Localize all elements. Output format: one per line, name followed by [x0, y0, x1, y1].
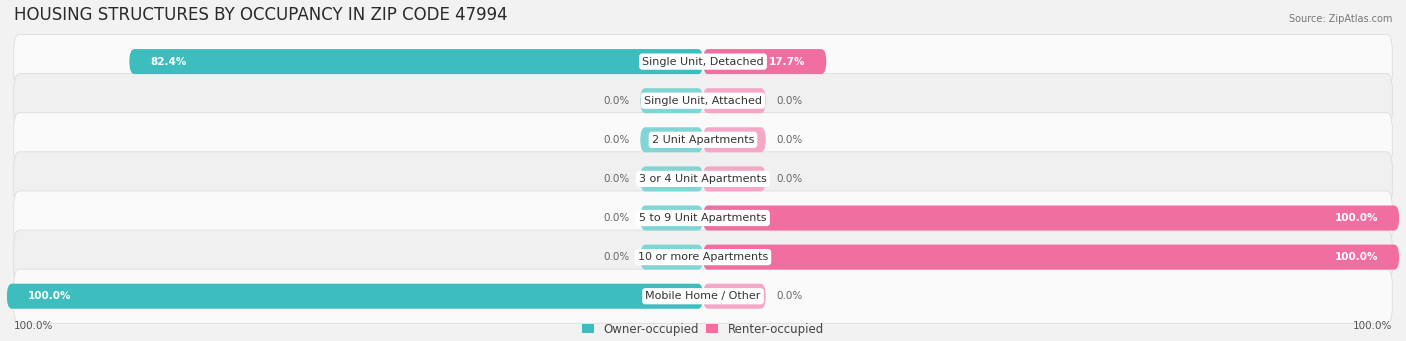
- FancyBboxPatch shape: [640, 88, 703, 113]
- FancyBboxPatch shape: [640, 166, 703, 191]
- Text: 0.0%: 0.0%: [603, 213, 630, 223]
- FancyBboxPatch shape: [14, 230, 1392, 284]
- Text: 100.0%: 100.0%: [1353, 321, 1392, 330]
- Text: 0.0%: 0.0%: [603, 96, 630, 106]
- FancyBboxPatch shape: [703, 88, 766, 113]
- Text: 0.0%: 0.0%: [603, 174, 630, 184]
- Text: 0.0%: 0.0%: [603, 252, 630, 262]
- FancyBboxPatch shape: [14, 191, 1392, 245]
- FancyBboxPatch shape: [703, 127, 766, 152]
- Text: 100.0%: 100.0%: [1334, 252, 1378, 262]
- FancyBboxPatch shape: [703, 49, 827, 74]
- Text: 0.0%: 0.0%: [776, 291, 803, 301]
- Text: 100.0%: 100.0%: [1334, 213, 1378, 223]
- FancyBboxPatch shape: [14, 113, 1392, 167]
- FancyBboxPatch shape: [14, 152, 1392, 206]
- FancyBboxPatch shape: [129, 49, 703, 74]
- Text: Single Unit, Detached: Single Unit, Detached: [643, 57, 763, 66]
- Text: 17.7%: 17.7%: [769, 57, 806, 66]
- FancyBboxPatch shape: [703, 166, 766, 191]
- Text: Source: ZipAtlas.com: Source: ZipAtlas.com: [1289, 14, 1392, 25]
- FancyBboxPatch shape: [640, 206, 703, 231]
- Text: 2 Unit Apartments: 2 Unit Apartments: [652, 135, 754, 145]
- Text: Mobile Home / Other: Mobile Home / Other: [645, 291, 761, 301]
- FancyBboxPatch shape: [7, 284, 703, 309]
- Text: 82.4%: 82.4%: [150, 57, 187, 66]
- Text: 0.0%: 0.0%: [603, 135, 630, 145]
- Legend: Owner-occupied, Renter-occupied: Owner-occupied, Renter-occupied: [582, 323, 824, 336]
- Text: 3 or 4 Unit Apartments: 3 or 4 Unit Apartments: [640, 174, 766, 184]
- Text: 0.0%: 0.0%: [776, 96, 803, 106]
- Text: Single Unit, Attached: Single Unit, Attached: [644, 96, 762, 106]
- FancyBboxPatch shape: [14, 74, 1392, 128]
- Text: HOUSING STRUCTURES BY OCCUPANCY IN ZIP CODE 47994: HOUSING STRUCTURES BY OCCUPANCY IN ZIP C…: [14, 6, 508, 25]
- Text: 100.0%: 100.0%: [14, 321, 53, 330]
- Text: 100.0%: 100.0%: [28, 291, 72, 301]
- Text: 0.0%: 0.0%: [776, 174, 803, 184]
- FancyBboxPatch shape: [703, 244, 1399, 270]
- FancyBboxPatch shape: [14, 269, 1392, 323]
- FancyBboxPatch shape: [640, 244, 703, 270]
- FancyBboxPatch shape: [703, 206, 1399, 231]
- FancyBboxPatch shape: [703, 284, 766, 309]
- Text: 5 to 9 Unit Apartments: 5 to 9 Unit Apartments: [640, 213, 766, 223]
- FancyBboxPatch shape: [640, 127, 703, 152]
- Text: 10 or more Apartments: 10 or more Apartments: [638, 252, 768, 262]
- FancyBboxPatch shape: [14, 34, 1392, 89]
- Text: 0.0%: 0.0%: [776, 135, 803, 145]
